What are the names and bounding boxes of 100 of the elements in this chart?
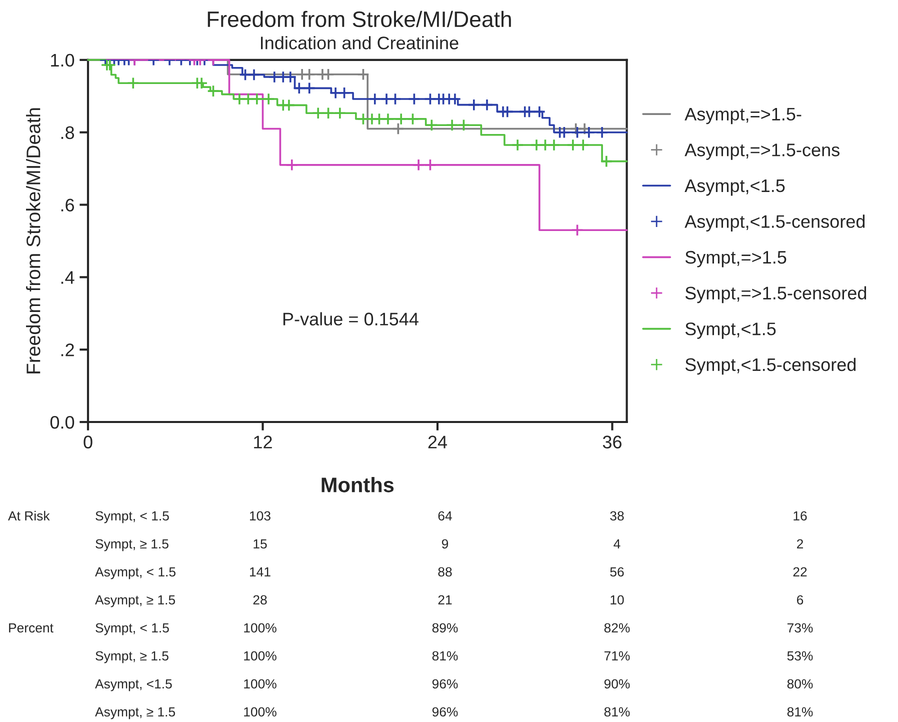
text: Asympt, ≥ 1.5 — [95, 595, 176, 608]
point — [558, 126, 570, 139]
point — [408, 92, 420, 106]
point — [126, 76, 140, 90]
point — [480, 98, 494, 112]
text: 88 — [438, 567, 452, 577]
point — [303, 82, 316, 94]
text: 21 — [438, 595, 452, 604]
point — [406, 112, 420, 126]
point — [530, 138, 543, 152]
point — [548, 138, 560, 152]
point — [388, 92, 402, 106]
point — [457, 118, 470, 132]
text: 96% — [432, 707, 458, 717]
point — [571, 126, 584, 139]
point — [282, 98, 296, 112]
text: 81% — [604, 707, 630, 717]
text: Asympt, < 1.5 — [95, 567, 176, 580]
text: 103 — [250, 511, 270, 521]
y-tick-label: .4 — [61, 271, 74, 284]
point — [392, 122, 404, 136]
text: 81% — [787, 707, 813, 717]
text: 80% — [787, 679, 813, 689]
point — [522, 105, 536, 118]
text: Sympt, < 1.5 — [96, 623, 169, 636]
text: 53% — [787, 651, 813, 661]
point — [312, 106, 324, 120]
text: 71% — [604, 651, 630, 660]
text: 22 — [793, 567, 807, 576]
text: 100% — [244, 707, 276, 717]
text: 73% — [787, 623, 813, 633]
point — [322, 68, 335, 81]
annotation: P-value = 0.1544 — [283, 312, 418, 326]
point — [501, 105, 514, 118]
text: 141 — [250, 567, 270, 576]
point — [104, 60, 116, 72]
point — [424, 158, 436, 172]
text: 38 — [610, 511, 624, 521]
point — [338, 86, 351, 100]
text: 100% — [244, 651, 276, 661]
text: 16 — [794, 511, 807, 521]
point — [578, 122, 591, 136]
y-tick-label: .2 — [61, 344, 74, 356]
text: 89% — [432, 623, 458, 633]
x-tick-label: 0 — [84, 436, 92, 448]
point — [571, 224, 584, 236]
point — [292, 82, 306, 94]
y-tick-label: 1.0 — [51, 54, 74, 67]
legend-label: Asympt,<1.5 — [684, 180, 785, 196]
x-axis-title: Months — [322, 477, 394, 492]
point — [600, 155, 613, 168]
point — [248, 68, 260, 82]
legend-label: Sympt,=>1.5-censored — [685, 286, 866, 304]
point — [566, 138, 580, 152]
point — [424, 92, 436, 106]
point — [576, 138, 590, 152]
point — [412, 158, 425, 172]
text: 56 — [610, 567, 624, 577]
point — [511, 138, 524, 152]
point — [262, 92, 275, 106]
legend-label: Asympt,<1.5-censored — [684, 214, 865, 232]
point — [382, 112, 394, 126]
point — [286, 158, 298, 172]
text: 10 — [610, 595, 624, 605]
point — [329, 86, 342, 100]
text: Asympt, <1.5 — [95, 679, 172, 692]
text: 82% — [604, 623, 630, 633]
legend-label: Sympt,<1.5 — [685, 322, 776, 339]
point — [195, 76, 208, 90]
point — [468, 98, 480, 112]
chart-title: Freedom from Stroke/MI/Death — [208, 10, 511, 28]
text: 96% — [432, 679, 458, 689]
point — [268, 70, 281, 84]
point — [394, 112, 408, 126]
point — [242, 92, 254, 106]
text: 90% — [604, 679, 630, 689]
text: 81% — [432, 651, 458, 661]
point — [446, 118, 458, 132]
y-tick-label: .6 — [61, 198, 74, 212]
chart-subtitle: Indication and Creatinine — [261, 36, 458, 50]
text: Sympt, ≥ 1.5 — [96, 539, 168, 552]
point — [233, 92, 246, 106]
text: 64 — [438, 511, 452, 521]
legend-label: Sympt,<1.5-censored — [685, 358, 856, 375]
text: Asympt, ≥ 1.5 — [95, 707, 176, 720]
point — [448, 92, 462, 106]
point — [425, 118, 438, 132]
text: 9 — [442, 539, 448, 549]
legend-label: Asympt,=>1.5-cens — [684, 144, 840, 160]
point — [250, 92, 264, 106]
point — [303, 68, 316, 81]
x-tick-label: 36 — [602, 436, 622, 448]
point — [334, 106, 346, 120]
x-tick-label: 24 — [428, 436, 448, 448]
point — [533, 105, 546, 118]
text: Sympt, ≥ 1.5 — [96, 651, 168, 664]
y-axis-title: Freedom from Stroke/MI/Death — [26, 108, 40, 374]
text: 15 — [254, 539, 267, 549]
text: At Risk — [8, 510, 50, 521]
text: 6 — [797, 595, 804, 605]
